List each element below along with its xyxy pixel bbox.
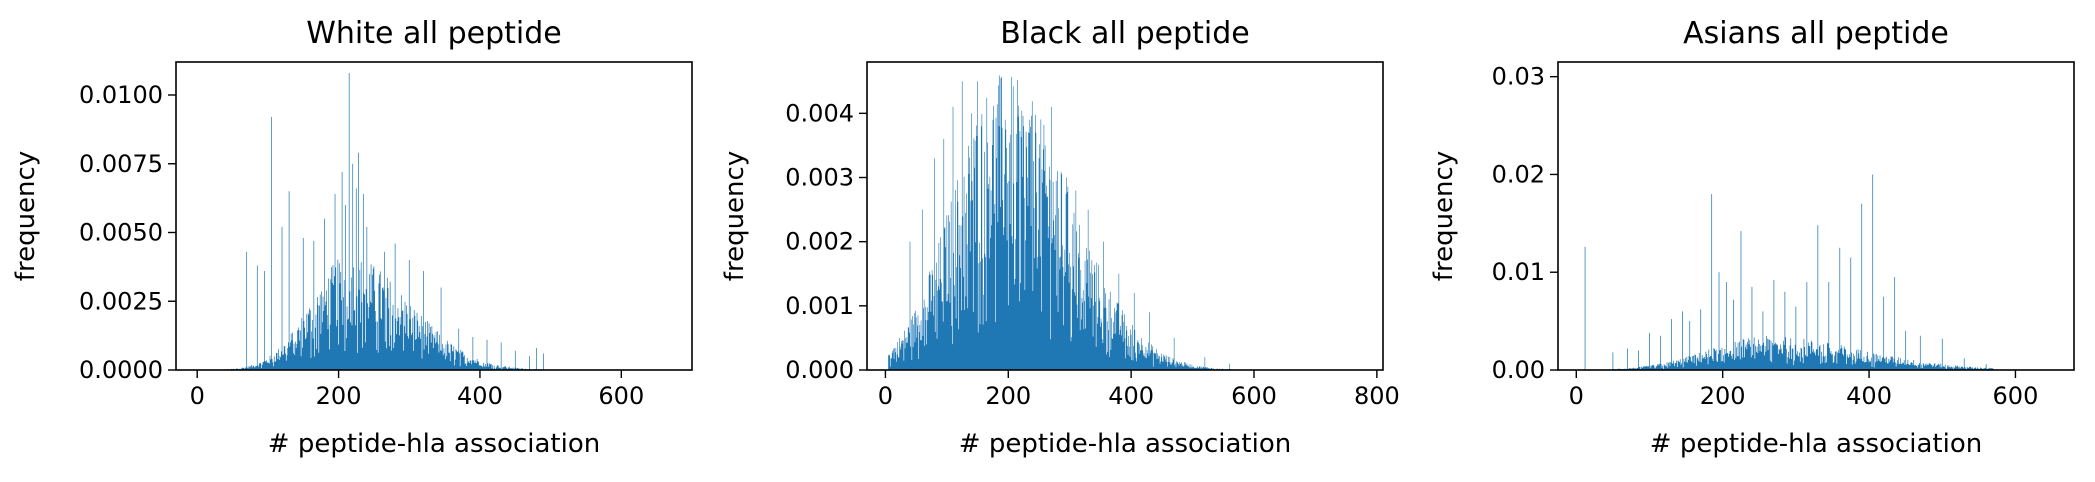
y-axis-label: frequency: [11, 151, 41, 281]
x-axis-label: # peptide-hla association: [268, 429, 600, 459]
axes-frame: [866, 61, 1384, 371]
x-tick-label: 200: [1700, 382, 1746, 410]
y-tick-label: 0.01: [1492, 258, 1545, 286]
histogram-bars: [218, 73, 551, 370]
y-tick-label: 0.00: [1492, 356, 1545, 384]
y-axis-label: frequency: [1429, 151, 1459, 281]
x-tick-label: 600: [1231, 382, 1277, 410]
x-tick-label: 0: [878, 382, 893, 410]
y-tick-label: 0.0025: [79, 287, 163, 315]
y-tick-label: 0.001: [785, 292, 854, 320]
y-tick-label: 0.003: [785, 164, 854, 192]
x-tick-label: 400: [1108, 382, 1154, 410]
chart-title: White all peptide: [306, 16, 562, 51]
x-tick-label: 600: [598, 382, 644, 410]
x-tick-label: 200: [316, 382, 362, 410]
x-tick-label: 200: [985, 382, 1031, 410]
axes-frame: [175, 61, 693, 371]
x-tick-label: 400: [1846, 382, 1892, 410]
subplot-2: 0 200 400 600 800 0.000 0.001 0.002 0.003 0.004 Bl…: [720, 16, 1400, 459]
y-axis-label: frequency: [720, 151, 750, 281]
x-tick-label: 0: [1569, 382, 1584, 410]
y-tick-label: 0.002: [785, 228, 854, 256]
chart-title: Asians all peptide: [1683, 16, 1949, 51]
x-tick-label: 800: [1354, 382, 1400, 410]
histogram-bars: [1584, 174, 1994, 370]
y-tick-label: 0.000: [785, 356, 854, 384]
axes-frame: [1557, 61, 2075, 371]
y-tick-label: 0.0000: [79, 356, 163, 384]
x-tick-label: 600: [1993, 382, 2039, 410]
x-tick-label: 0: [190, 382, 205, 410]
x-axis-label: # peptide-hla association: [959, 429, 1291, 459]
histogram-bars: [888, 75, 1310, 370]
subplot-3: 0 200 400 600 0.00 0.01 0.02 0.03 Asians all pep…: [1429, 16, 2075, 459]
x-axis-label: # peptide-hla association: [1650, 429, 1982, 459]
y-tick-label: 0.0050: [79, 219, 163, 247]
y-tick-label: 0.004: [785, 99, 854, 127]
y-tick-label: 0.0075: [79, 150, 163, 178]
subplot-1: 0 200 400 600 0.0000 0.0025 0.0050 0.0075 0.0100…: [11, 16, 693, 459]
chart-title: Black all peptide: [1000, 16, 1249, 51]
x-tick-label: 400: [457, 382, 503, 410]
y-tick-label: 0.03: [1492, 63, 1545, 91]
y-tick-label: 0.0100: [79, 81, 163, 109]
y-tick-label: 0.02: [1492, 160, 1545, 188]
